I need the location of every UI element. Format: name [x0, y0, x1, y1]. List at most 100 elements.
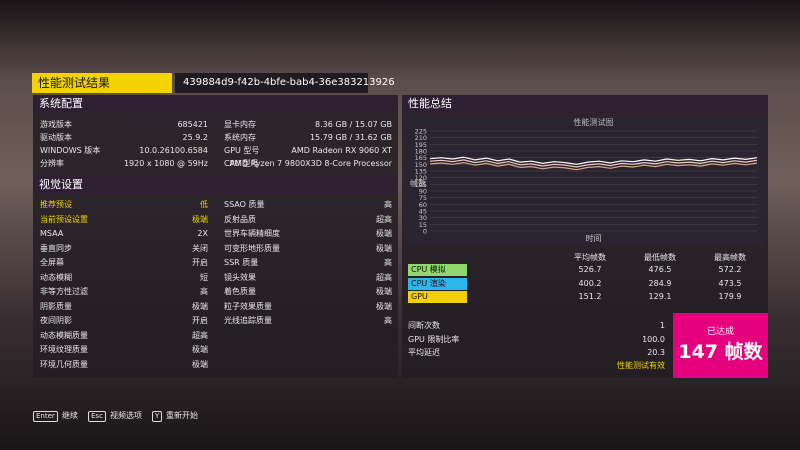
setting-label: 非等方性过滤 — [40, 287, 88, 296]
setting-value: 极端 — [192, 345, 208, 354]
stat-label: 间断次数 — [408, 321, 440, 330]
processor-label: CPU 模拟 — [408, 264, 467, 276]
setting-label: 着色质量 — [224, 287, 256, 296]
setting-value: 低 — [200, 200, 208, 209]
setting-label: 分辨率 — [40, 159, 64, 168]
stat-label: GPU 限制比率 — [408, 334, 460, 344]
setting-label: 显卡内存 — [224, 120, 256, 129]
setting-value: 8.36 GB / 15.07 GB — [315, 120, 392, 129]
setting-label: 阴影质量 — [40, 301, 72, 311]
setting-value: 685421 — [177, 120, 208, 129]
fps-value: 179.9 — [718, 292, 742, 301]
y-tick-label: 105 — [415, 181, 427, 189]
section-header: 视觉设置 — [33, 176, 398, 194]
y-tick-label: 30 — [419, 214, 427, 222]
setting-label: 推荐预设 — [40, 200, 72, 209]
key-hint[interactable]: Enter — [33, 411, 58, 422]
chart-bg — [405, 116, 765, 246]
fps-line — [429, 161, 758, 171]
setting-label: 环境纹理质量 — [40, 345, 88, 354]
setting-value: 极端 — [376, 301, 392, 311]
setting-value: 超高 — [376, 272, 392, 282]
y-tick-label: 120 — [415, 174, 427, 182]
badge-top: 已达成 — [706, 327, 734, 337]
setting-label: 环境几何质量 — [40, 359, 88, 369]
setting-value: 开启 — [192, 316, 208, 325]
setting-label: 游戏版本 — [40, 120, 72, 129]
setting-label: 镜头效果 — [224, 272, 256, 282]
setting-label: SSAO 质量 — [224, 200, 265, 209]
key-hint[interactable]: Y — [152, 411, 163, 422]
y-tick-label: 195 — [415, 141, 427, 149]
y-tick-label: 0 — [423, 228, 427, 236]
setting-label: 可变形地形质量 — [224, 243, 280, 253]
setting-value: 极端 — [192, 301, 208, 311]
fps-value: 129.1 — [648, 292, 672, 301]
setting-label: 系统内存 — [224, 133, 256, 142]
y-tick-label: 75 — [419, 194, 427, 202]
y-tick-label: 60 — [419, 201, 427, 209]
chart-title: 性能测试图 — [574, 117, 614, 127]
badge-value: 147 帧数 — [678, 341, 763, 363]
stat-value: 20.3 — [647, 348, 665, 357]
header-title: 性能测试结果 — [32, 73, 172, 93]
setting-value: AMD Ryzen 7 9800X3D 8-Core Processor — [229, 159, 393, 168]
setting-label: 光线追踪质量 — [224, 316, 272, 325]
setting-value: 2X — [197, 229, 208, 238]
y-tick-label: 135 — [415, 168, 427, 176]
fps-value: 476.5 — [648, 265, 672, 274]
setting-label: 动态模糊 — [40, 272, 72, 282]
fps-value: 572.2 — [718, 265, 742, 274]
stat-value: 100.0 — [642, 334, 665, 344]
setting-label: 世界车辆精细度 — [224, 229, 280, 238]
y-tick-label: 210 — [415, 134, 427, 142]
table-header: 平均帧数 — [574, 253, 606, 262]
left-panel — [33, 95, 398, 378]
y-tick-label: 45 — [419, 208, 427, 216]
setting-value: 25.9.2 — [182, 133, 208, 142]
fps-value: 473.5 — [718, 278, 742, 288]
fps-value: 526.7 — [578, 265, 602, 274]
key-label[interactable]: 重新开始 — [166, 411, 198, 420]
setting-value: 高 — [384, 200, 392, 209]
key-label[interactable]: 继续 — [62, 411, 78, 420]
setting-label: CPU 型号 — [224, 159, 259, 168]
key-hint[interactable]: Esc — [88, 411, 106, 422]
setting-value: 超高 — [192, 330, 208, 340]
processor-label: CPU 渲染 — [408, 277, 467, 290]
setting-label: 全屏幕 — [40, 258, 64, 267]
y-tick-label: 90 — [419, 188, 427, 196]
key-label[interactable]: 视频选项 — [110, 411, 142, 420]
setting-value: 开启 — [192, 258, 208, 267]
setting-label: WINDOWS 版本 — [40, 146, 101, 155]
setting-label: GPU 型号 — [224, 146, 260, 155]
setting-label: 粒子效果质量 — [224, 301, 272, 311]
fps-value: 151.2 — [578, 292, 602, 301]
y-tick-label: 225 — [415, 128, 427, 136]
setting-label: SSR 质量 — [224, 258, 259, 267]
setting-label: 驱动版本 — [40, 133, 72, 142]
setting-label: 垂直同步 — [40, 243, 72, 253]
fps-line — [429, 159, 758, 168]
setting-label: 动态模糊质量 — [40, 330, 88, 340]
fps-value: 400.2 — [578, 278, 602, 288]
valid-text: 性能测试有效 — [617, 361, 665, 370]
setting-value: 超高 — [376, 214, 392, 224]
setting-value: 极端 — [376, 287, 392, 296]
setting-label: 反射品质 — [224, 214, 256, 224]
setting-label: 当前预设设置 — [40, 214, 88, 224]
setting-value: 高 — [384, 316, 392, 325]
setting-value: 极端 — [192, 214, 208, 224]
fps-line — [429, 156, 758, 165]
setting-value: 短 — [200, 272, 208, 282]
fps-value: 284.9 — [648, 278, 672, 288]
stat-label: 平均延迟 — [408, 348, 440, 357]
setting-value: 15.79 GB / 31.62 GB — [309, 133, 392, 142]
y-tick-label: 15 — [419, 221, 427, 229]
table-header: 最低帧数 — [644, 253, 676, 262]
setting-label: MSAA — [40, 229, 64, 238]
setting-value: 关闭 — [192, 243, 208, 253]
setting-value: AMD Radeon RX 9060 XT — [291, 146, 392, 155]
y-tick-label: 165 — [415, 154, 427, 162]
